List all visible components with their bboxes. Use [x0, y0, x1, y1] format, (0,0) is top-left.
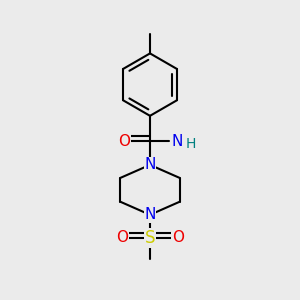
Text: H: H	[186, 137, 196, 151]
Text: O: O	[172, 230, 184, 245]
Text: N: N	[172, 134, 183, 148]
Text: O: O	[116, 230, 128, 245]
Text: O: O	[118, 134, 130, 148]
Text: S: S	[145, 229, 155, 247]
Text: N: N	[144, 158, 156, 172]
Text: N: N	[144, 207, 156, 222]
